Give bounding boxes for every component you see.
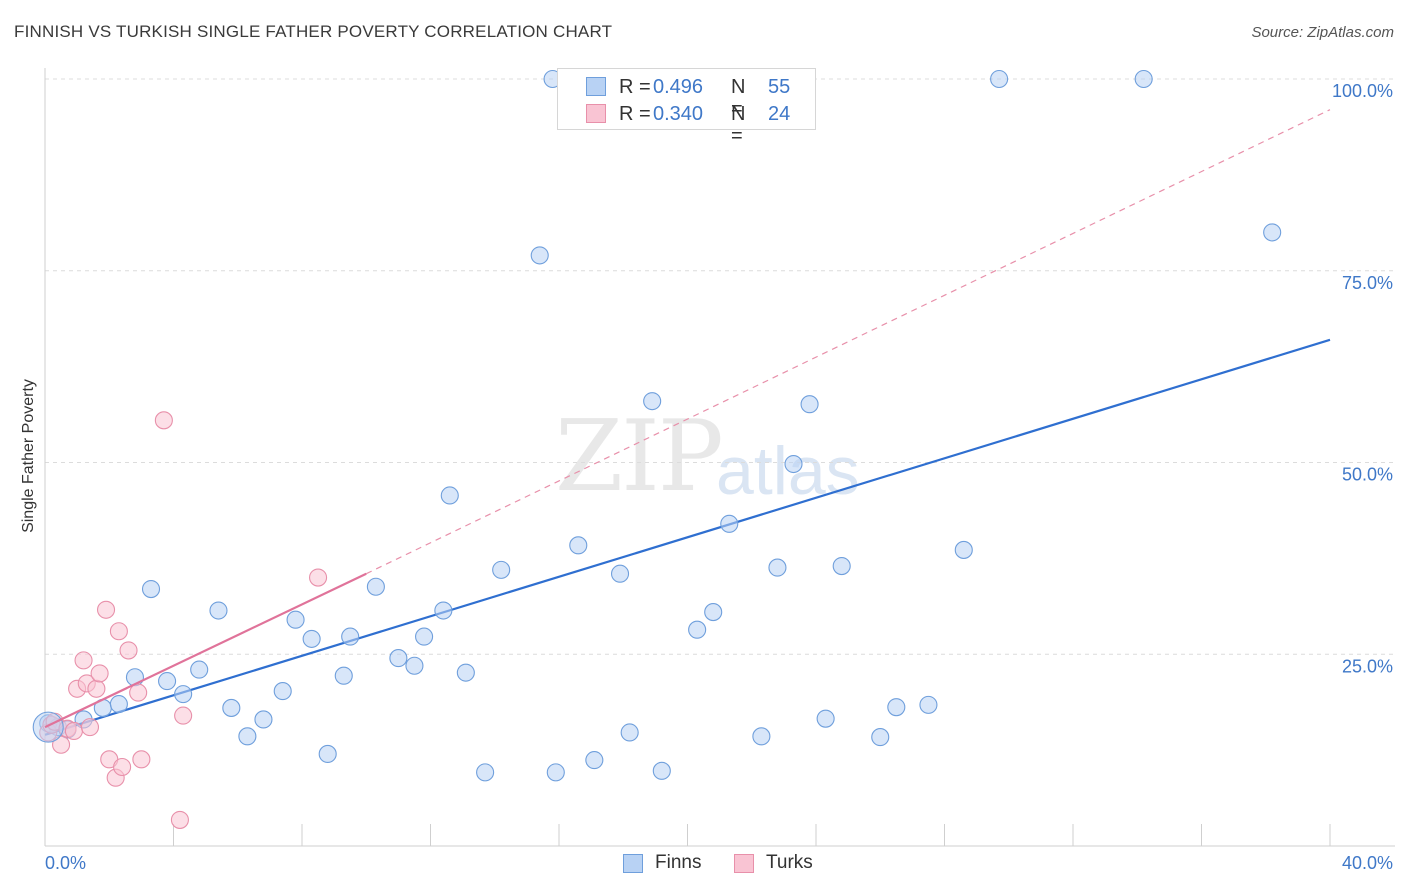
- data-point-finns: [405, 656, 424, 675]
- data-point-finns: [456, 663, 475, 682]
- data-point-finns: [222, 698, 241, 717]
- data-point-finns: [434, 601, 453, 620]
- data-point-finns: [209, 601, 228, 620]
- data-point-finns: [190, 660, 209, 679]
- data-point-turks: [80, 718, 100, 737]
- data-point-finns: [871, 728, 890, 747]
- data-point-turks: [170, 810, 189, 829]
- data-point-finns: [887, 698, 906, 717]
- data-point-finns: [800, 395, 819, 414]
- chart-title: FINNISH VS TURKISH SINGLE FATHER POVERTY…: [14, 22, 613, 41]
- legend-n-label: N =: [731, 103, 746, 147]
- data-point-finns: [109, 695, 128, 714]
- x-tick-label-min: 0.0%: [45, 853, 86, 873]
- data-point-turks: [132, 750, 151, 769]
- data-point-finns: [768, 558, 787, 577]
- trend-line-turks: [44, 572, 367, 729]
- data-point-turks: [113, 757, 132, 777]
- data-point-finns: [254, 710, 273, 729]
- bottom-legend-label-finns: Finns: [655, 852, 702, 873]
- data-point-finns: [141, 580, 161, 599]
- data-point-finns: [784, 454, 803, 474]
- data-point-finns: [546, 763, 565, 782]
- data-point-finns: [174, 685, 193, 704]
- trend-lines: [44, 109, 1331, 736]
- legend-swatch-turks: [586, 104, 606, 123]
- data-point-turks: [90, 664, 109, 683]
- data-point-finns: [238, 727, 257, 746]
- legend-r-label: R =: [619, 103, 651, 125]
- bottom-legend-swatch-turks: [734, 854, 754, 873]
- watermark-zip: ZIP: [555, 400, 724, 514]
- data-point-turks: [64, 721, 83, 741]
- gridlines: [45, 78, 1395, 655]
- data-point-turks: [109, 622, 128, 641]
- data-point-turks: [119, 641, 138, 660]
- legend-r-value: 0.496: [653, 76, 704, 98]
- data-point-turks: [154, 411, 173, 430]
- legend-swatch-finns: [586, 77, 606, 96]
- data-point-finns: [643, 392, 662, 411]
- data-point-finns: [688, 620, 707, 639]
- legend-n-value: 24: [768, 103, 791, 125]
- tick-labels: 25.0% 50.0% 75.0% 100.0% 0.0% 40.0%: [45, 81, 1393, 873]
- data-point-finns: [158, 672, 177, 691]
- data-point-finns: [334, 666, 353, 685]
- data-point-turks: [96, 600, 116, 619]
- trend-line-turks-extended: [365, 109, 1331, 575]
- y-tick-label: 75.0%: [1342, 273, 1393, 293]
- data-point-finns: [1134, 69, 1153, 89]
- data-point-finns: [704, 603, 723, 622]
- data-point-finns: [990, 69, 1009, 89]
- data-point-turks: [309, 568, 328, 587]
- data-point-finns: [341, 627, 360, 646]
- y-tick-label: 100.0%: [1332, 81, 1393, 101]
- data-point-finns: [415, 627, 434, 646]
- data-point-finns: [752, 727, 771, 746]
- x-tick-label-max: 40.0%: [1342, 853, 1393, 873]
- legend-r-label: R =: [619, 76, 651, 98]
- bottom-legend-swatch-finns: [623, 854, 643, 873]
- data-point-finns: [832, 556, 851, 576]
- legend-r-value: 0.340: [653, 103, 704, 125]
- bottom-legend-label-turks: Turks: [766, 852, 813, 873]
- data-point-finns: [720, 514, 739, 533]
- data-point-finns: [954, 540, 973, 559]
- data-point-turks: [129, 683, 148, 702]
- data-point-finns: [389, 649, 408, 668]
- data-point-finns: [318, 744, 337, 764]
- data-point-finns: [286, 610, 305, 629]
- data-point-finns: [366, 577, 385, 596]
- data-point-finns: [816, 709, 835, 728]
- data-points: [32, 69, 1282, 829]
- data-point-finns: [302, 629, 321, 648]
- data-point-turks: [87, 679, 106, 698]
- y-tick-label: 50.0%: [1342, 465, 1393, 485]
- y-tick-label: 25.0%: [1342, 656, 1393, 676]
- data-point-finns: [492, 560, 511, 579]
- legend-n-label: N =: [731, 76, 746, 120]
- trend-line-finns: [44, 338, 1331, 736]
- data-point-finns-cluster: [32, 711, 64, 743]
- legend-n-value: 55: [768, 76, 791, 98]
- data-point-turks: [174, 706, 193, 725]
- data-point-finns: [440, 486, 459, 505]
- data-point-finns: [476, 763, 495, 782]
- data-point-finns: [530, 246, 549, 265]
- data-point-finns: [610, 564, 630, 583]
- data-point-turks: [74, 651, 93, 670]
- data-point-finns: [273, 682, 292, 701]
- data-point-finns: [919, 695, 938, 714]
- data-point-finns: [652, 761, 671, 780]
- source-credit: Source: ZipAtlas.com: [1251, 24, 1394, 41]
- data-point-turks: [52, 735, 71, 754]
- data-point-finns: [569, 536, 588, 555]
- data-point-finns: [620, 723, 639, 742]
- correlation-legend: R = 0.496 N = 55 R = 0.340 N = 24: [557, 68, 816, 147]
- data-point-finns: [1263, 223, 1282, 242]
- data-point-finns: [585, 751, 604, 770]
